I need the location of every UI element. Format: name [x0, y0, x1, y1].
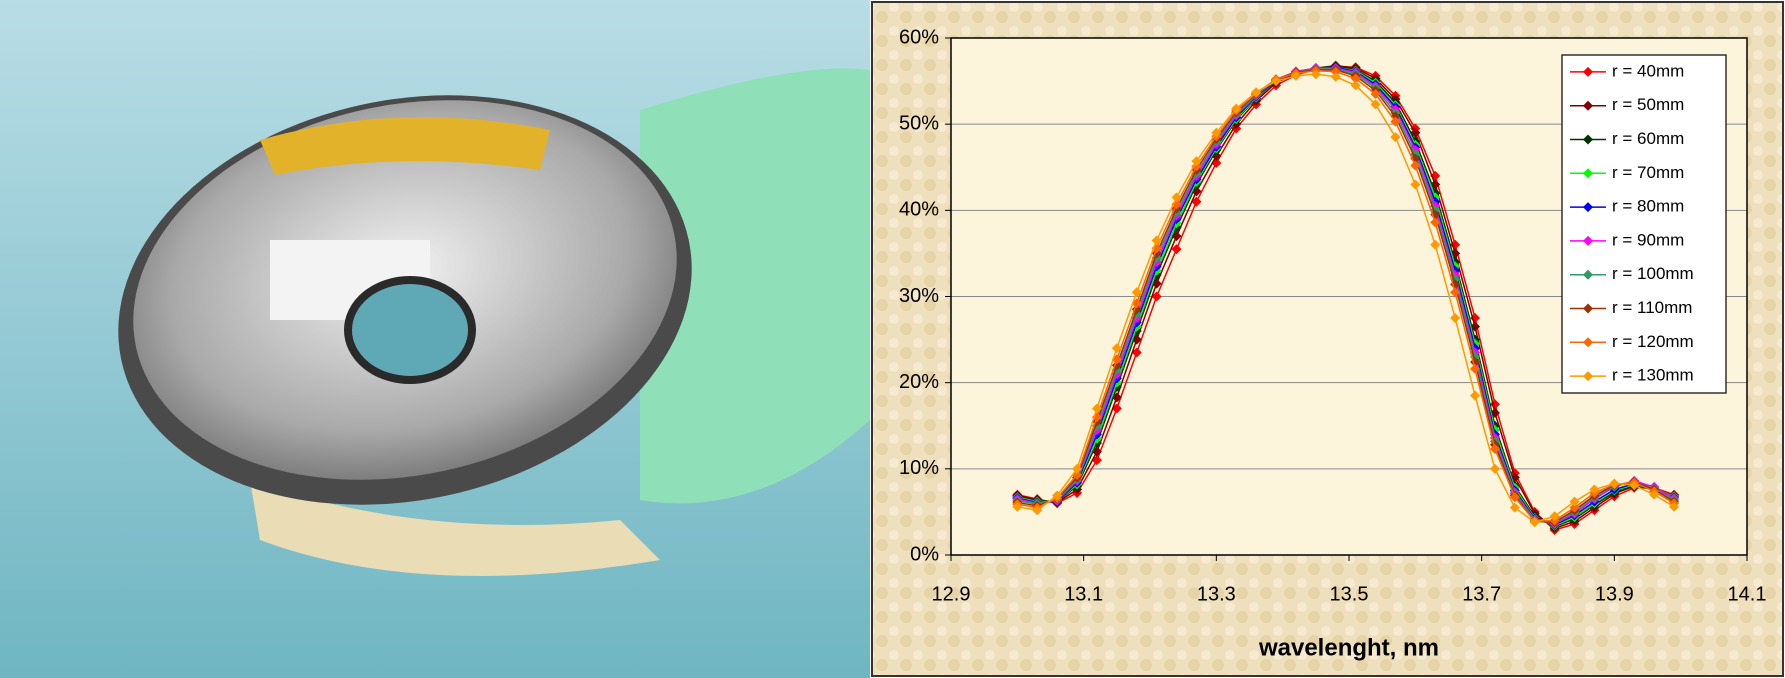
legend-label: r = 70mm — [1612, 163, 1684, 182]
y-tick-label: 50% — [899, 112, 939, 134]
legend-label: r = 80mm — [1612, 197, 1684, 216]
x-axis-label: wavelenght, nm — [1258, 634, 1439, 661]
legend-label: r = 130mm — [1612, 366, 1694, 385]
y-tick-label: 30% — [899, 285, 939, 307]
page: wavelenght, nm 0% 10% 20% 30% 40% 50% 60% 12.9 1… — [0, 0, 1785, 678]
photo — [0, 0, 870, 678]
legend-label: r = 120mm — [1612, 332, 1694, 351]
legend-label: r = 90mm — [1612, 230, 1684, 249]
legend-label: r = 60mm — [1612, 129, 1684, 148]
x-tick-label: 13.3 — [1197, 583, 1236, 605]
mirror-hole — [348, 280, 472, 380]
x-tick-label: 14.1 — [1728, 583, 1767, 605]
y-tick-label: 0% — [910, 543, 939, 565]
x-tick-label: 13.1 — [1064, 583, 1103, 605]
y-tick-label: 40% — [899, 199, 939, 221]
legend-label: r = 110mm — [1612, 298, 1692, 317]
legend-label: r = 100mm — [1612, 264, 1694, 283]
x-tick-label: 12.9 — [932, 583, 971, 605]
y-tick-label: 10% — [899, 457, 939, 479]
y-tick-label: 20% — [899, 371, 939, 393]
x-tick-label: 13.5 — [1330, 583, 1369, 605]
y-tick-label: 60% — [899, 26, 939, 48]
x-tick-label: 13.7 — [1462, 583, 1501, 605]
legend-label: r = 40mm — [1612, 61, 1684, 80]
legend-label: r = 50mm — [1612, 95, 1684, 114]
x-tick-label: 13.9 — [1595, 583, 1634, 605]
